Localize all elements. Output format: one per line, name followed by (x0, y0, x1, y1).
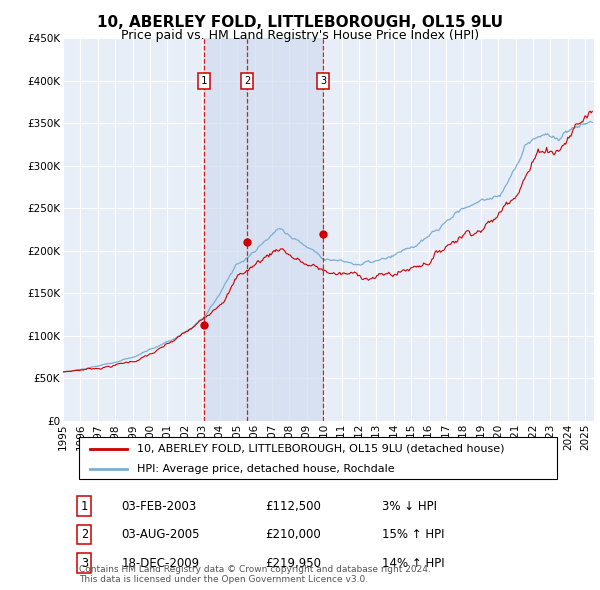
Text: Price paid vs. HM Land Registry's House Price Index (HPI): Price paid vs. HM Land Registry's House … (121, 30, 479, 42)
Text: £210,000: £210,000 (265, 528, 320, 541)
Text: 1: 1 (80, 500, 88, 513)
Text: 2: 2 (244, 76, 250, 86)
FancyBboxPatch shape (79, 437, 557, 479)
Text: £112,500: £112,500 (265, 500, 320, 513)
Text: 3: 3 (80, 556, 88, 569)
Text: HPI: Average price, detached house, Rochdale: HPI: Average price, detached house, Roch… (137, 464, 395, 474)
Text: 18-DEC-2009: 18-DEC-2009 (121, 556, 200, 569)
Text: 1: 1 (201, 76, 207, 86)
Text: 03-FEB-2003: 03-FEB-2003 (121, 500, 197, 513)
Text: 14% ↑ HPI: 14% ↑ HPI (382, 556, 444, 569)
Text: 10, ABERLEY FOLD, LITTLEBOROUGH, OL15 9LU: 10, ABERLEY FOLD, LITTLEBOROUGH, OL15 9L… (97, 15, 503, 30)
Text: 03-AUG-2005: 03-AUG-2005 (121, 528, 200, 541)
Bar (204, 38, 247, 421)
Text: £219,950: £219,950 (265, 556, 321, 569)
Text: Contains HM Land Registry data © Crown copyright and database right 2024.
This d: Contains HM Land Registry data © Crown c… (79, 565, 431, 584)
Bar (247, 38, 323, 421)
Text: 10, ABERLEY FOLD, LITTLEBOROUGH, OL15 9LU (detached house): 10, ABERLEY FOLD, LITTLEBOROUGH, OL15 9L… (137, 444, 505, 454)
Text: 3: 3 (320, 76, 326, 86)
Text: 3% ↓ HPI: 3% ↓ HPI (382, 500, 437, 513)
Text: 2: 2 (80, 528, 88, 541)
Text: 15% ↑ HPI: 15% ↑ HPI (382, 528, 444, 541)
